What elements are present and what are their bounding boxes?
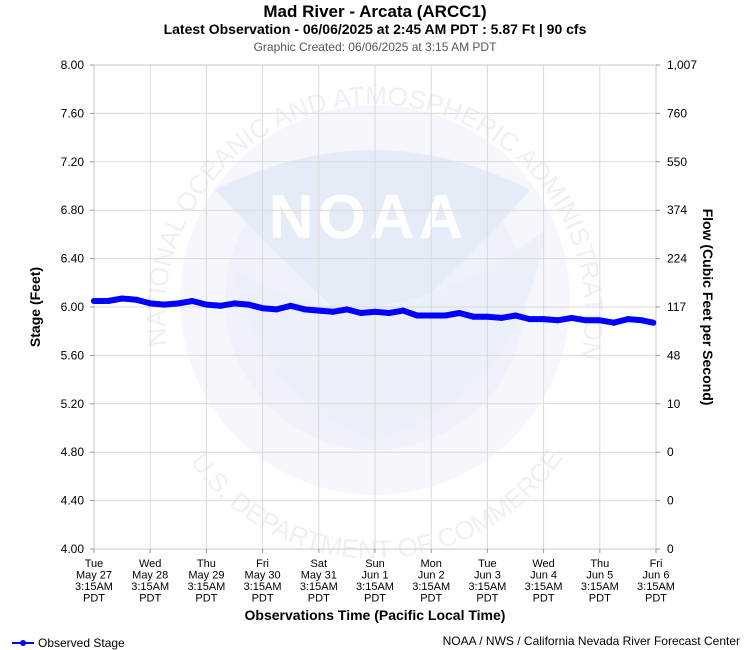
x-tick-label: Fri May 30 3:15AM PDT — [244, 558, 282, 605]
x-tick-label: Wed Jun 4 3:15AM PDT — [525, 558, 563, 605]
data-point — [343, 306, 350, 313]
data-point — [596, 317, 603, 324]
y2-tick-label: 550 — [667, 155, 687, 169]
watermark-gull-shape — [215, 150, 530, 345]
y-tick-label: 5.60 — [61, 348, 85, 362]
data-point — [624, 316, 631, 323]
data-point — [484, 313, 491, 320]
chart-subtitle: Latest Observation - 06/06/2025 at 2:45 … — [164, 21, 587, 37]
data-point — [526, 316, 533, 323]
y-axis-right-ticks: 0 0 0 10 48 117 224 374 550 760 1,007 — [656, 58, 697, 556]
y-tick-label: 4.40 — [61, 494, 85, 508]
x-tick-label: Tue Jun 3 3:15AM PDT — [468, 558, 506, 605]
data-point — [217, 302, 224, 309]
y2-axis-title: Flow (Cubic Feet per Second) — [700, 209, 716, 406]
y2-tick-label: 10 — [667, 397, 681, 411]
data-point — [357, 310, 364, 316]
data-point — [161, 301, 168, 308]
legend-marker — [20, 640, 26, 646]
y2-tick-label: 760 — [667, 106, 687, 120]
graphic-created-text: Graphic Created: 06/06/2025 at 3:15 AM P… — [254, 40, 497, 54]
x-tick-label: Sun Jun 1 3:15AM PDT — [356, 558, 394, 605]
data-point — [301, 306, 308, 313]
data-point — [231, 300, 238, 307]
data-point — [329, 308, 336, 315]
x-tick-label: Mon Jun 2 3:15AM PDT — [412, 558, 450, 605]
data-point — [498, 314, 505, 321]
legend-label: Observed Stage — [38, 636, 125, 650]
source-credit: NOAA / NWS / California Nevada River For… — [443, 634, 740, 648]
y2-tick-label: 48 — [667, 348, 681, 362]
y2-tick-label: 224 — [667, 252, 687, 266]
data-point — [386, 310, 393, 316]
data-point — [568, 314, 575, 321]
y-axis-left-ticks: 4.00 4.40 4.80 5.20 5.60 6.00 6.40 6.80 7.20 7.60… — [61, 58, 94, 556]
data-point — [650, 319, 657, 326]
y-tick-label: 8.00 — [61, 58, 85, 72]
x-axis-ticks: Tue May 27 3:15AM PDT Wed May 28 3:15AM PDT Thu M… — [75, 549, 675, 605]
y2-tick-label: 0 — [667, 445, 674, 459]
x-axis-title: Observations Time (Pacific Local Time) — [245, 607, 506, 623]
x-tick-label: Fri Jun 6 3:15AM PDT — [637, 558, 675, 605]
y-tick-label: 6.40 — [61, 252, 85, 266]
data-point — [456, 310, 463, 316]
y-tick-label: 6.80 — [61, 203, 85, 217]
x-tick-label: Wed May 28 3:15AM PDT — [131, 558, 169, 605]
data-point — [470, 313, 477, 320]
data-point — [259, 305, 266, 312]
grid-lines — [94, 65, 656, 549]
data-point — [245, 301, 252, 308]
data-point — [287, 302, 294, 309]
data-point — [540, 316, 547, 323]
x-tick-label: Thu Jun 5 3:15AM PDT — [581, 558, 619, 605]
data-point — [400, 307, 407, 314]
data-point — [119, 295, 126, 302]
y2-tick-label: 1,007 — [667, 58, 697, 72]
y-tick-label: 5.20 — [61, 397, 85, 411]
y-axis-title: Stage (Feet) — [27, 267, 43, 347]
data-point — [105, 298, 111, 304]
series-observed-stage — [91, 295, 657, 326]
data-point — [512, 312, 519, 319]
y-tick-label: 4.00 — [61, 542, 85, 556]
watermark-logo-text: NOAA — [269, 183, 468, 252]
y-tick-label: 7.60 — [61, 106, 85, 120]
y2-tick-label: 117 — [667, 300, 686, 314]
data-point — [638, 317, 645, 324]
data-point — [147, 300, 154, 307]
data-point — [189, 298, 196, 304]
legend: Observed Stage — [12, 636, 125, 650]
y-tick-label: 6.00 — [61, 300, 85, 314]
data-point — [610, 319, 617, 326]
data-point — [91, 298, 97, 304]
y2-tick-label: 0 — [667, 542, 674, 556]
data-point — [315, 307, 322, 314]
y-tick-label: 4.80 — [61, 445, 85, 459]
y2-tick-label: 0 — [667, 494, 674, 508]
data-point — [428, 312, 435, 319]
chart-title: Mad River - Arcata (ARCC1) — [263, 2, 486, 21]
data-point — [582, 317, 589, 324]
data-point — [442, 312, 449, 319]
data-point — [273, 306, 280, 313]
data-point — [175, 300, 182, 307]
y-tick-label: 7.20 — [61, 155, 85, 169]
data-point — [372, 308, 378, 315]
data-point — [414, 312, 421, 319]
data-point — [133, 296, 140, 303]
y2-tick-label: 374 — [667, 203, 687, 217]
x-tick-label: Tue May 27 3:15AM PDT — [75, 558, 113, 605]
data-point — [203, 301, 210, 308]
watermark-wave-shape — [235, 230, 545, 440]
x-tick-label: Thu May 29 3:15AM PDT — [187, 558, 225, 605]
x-tick-label: Sat May 31 3:15AM PDT — [300, 558, 338, 605]
data-point — [554, 317, 561, 324]
